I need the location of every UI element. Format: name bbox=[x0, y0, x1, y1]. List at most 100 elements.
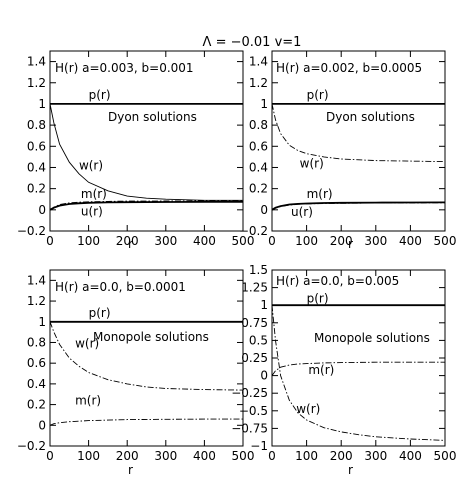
series-label-p-r: p(r) bbox=[89, 306, 111, 320]
y-tick-label: 0.4 bbox=[249, 160, 268, 174]
series-label-m-r: m(r) bbox=[308, 363, 334, 377]
series-line-m-r bbox=[49, 418, 243, 426]
figure-title: Λ = −0.01 v=1 bbox=[203, 35, 302, 50]
series-label-m-r: m(r) bbox=[307, 187, 333, 201]
y-tick-label: 0.6 bbox=[27, 139, 46, 153]
x-tick-label: 500 bbox=[232, 449, 255, 463]
x-tick-label: 0 bbox=[46, 234, 54, 248]
x-axis-label: r bbox=[348, 463, 353, 477]
x-tick-label: 300 bbox=[154, 234, 177, 248]
x-tick-label: 400 bbox=[399, 234, 422, 248]
x-tick-label: 500 bbox=[232, 234, 255, 248]
x-tick-labels: 0 100 200 300 400 500 bbox=[46, 449, 254, 463]
y-tick-label: −0.2 bbox=[17, 224, 46, 238]
y-tick-label: 0 bbox=[38, 203, 46, 217]
plot-frame bbox=[271, 50, 446, 232]
plot-frame bbox=[271, 269, 446, 447]
series-lines bbox=[271, 103, 446, 211]
plot-frame bbox=[49, 50, 244, 232]
y-tick-label: 0 bbox=[260, 203, 268, 217]
x-tick-label: 0 bbox=[268, 449, 276, 463]
y-tick-label: −0.25 bbox=[231, 386, 268, 400]
solution-label: Dyon solutions bbox=[108, 110, 197, 124]
panel-header: H(r) a=0.003, b=0.001 bbox=[55, 61, 194, 75]
panel-header: H(r) a=0.002, b=0.0005 bbox=[276, 61, 422, 75]
series-labels: p(r) w(r) m(r) u(r) bbox=[79, 88, 111, 218]
series-line-w-r bbox=[49, 103, 243, 201]
y-tick-labels: −0.2 0 0.2 0.4 0.6 0.8 1 1.2 1.4 bbox=[239, 55, 268, 238]
series-line-m-r bbox=[271, 361, 445, 376]
x-tick-label: 300 bbox=[154, 449, 177, 463]
y-tick-label: 1 bbox=[260, 97, 268, 111]
x-tick-labels: 0 100 200 300 400 500 bbox=[46, 234, 254, 248]
y-tick-label: 0.8 bbox=[27, 118, 46, 132]
y-tick-label: 1.2 bbox=[249, 76, 268, 90]
series-label-m-r: m(r) bbox=[75, 394, 101, 408]
y-tick-label: −1 bbox=[250, 439, 268, 453]
x-tick-label: 100 bbox=[77, 449, 100, 463]
y-tick-labels: −0.2 0 0.2 0.4 0.6 0.8 1 1.2 1.4 bbox=[17, 55, 46, 238]
series-label-w-r: w(r) bbox=[75, 337, 99, 351]
x-tick-label: 200 bbox=[116, 234, 139, 248]
solution-label: Monopole solutions bbox=[314, 331, 430, 345]
y-tick-label: 0.5 bbox=[249, 333, 268, 347]
y-tick-label: 0.4 bbox=[27, 160, 46, 174]
y-tick-label: 0.8 bbox=[27, 335, 46, 349]
x-tick-label: 100 bbox=[295, 449, 318, 463]
y-tick-labels: −0.2 0 0.2 0.4 0.6 0.8 1 1.2 1.4 bbox=[17, 273, 46, 453]
y-tick-label: 1 bbox=[260, 298, 268, 312]
x-tick-label: 400 bbox=[399, 449, 422, 463]
y-tick-label: 1.4 bbox=[249, 55, 268, 69]
chart-panel-3: −0.200.20.40.60.811.21.4 0 100 200 300 400 50… bbox=[17, 269, 254, 477]
y-tick-label: 0.6 bbox=[249, 139, 268, 153]
x-axis-label: r bbox=[128, 237, 133, 251]
series-labels: p(r) w(r) m(r) u(r) bbox=[291, 88, 333, 219]
y-tick-label: 0.8 bbox=[249, 118, 268, 132]
y-tick-label: 0.2 bbox=[249, 182, 268, 196]
tick-marks bbox=[49, 270, 244, 447]
panel-header: H(r) a=0.0, b=0.0001 bbox=[55, 280, 186, 294]
y-tick-label: −0.75 bbox=[231, 421, 268, 435]
y-tick-labels: −1 −0.75 −0.5 −0.25 0 0.25 0.5 0.75 1 1.25 1.5 bbox=[231, 263, 268, 453]
series-labels: p(r) m(r) w(r) bbox=[296, 291, 334, 416]
series-label-w-r: w(r) bbox=[296, 402, 320, 416]
y-tick-label: 1.2 bbox=[27, 294, 46, 308]
series-line-u-r bbox=[49, 200, 244, 211]
series-line-w-r bbox=[49, 321, 244, 391]
x-tick-labels: 0 100 200 300 400 500 bbox=[268, 234, 456, 248]
y-tick-label: −0.5 bbox=[239, 404, 268, 418]
series-lines bbox=[49, 320, 244, 426]
x-tick-label: 400 bbox=[193, 449, 216, 463]
y-tick-label: −0.2 bbox=[239, 224, 268, 238]
x-tick-label: 100 bbox=[77, 234, 100, 248]
y-tick-label: 1.25 bbox=[241, 281, 268, 295]
panel-header: H(r) a=0.0, b=0.005 bbox=[276, 274, 399, 288]
x-tick-label: 100 bbox=[295, 234, 318, 248]
solution-label: Dyon solutions bbox=[326, 110, 415, 124]
x-tick-label: 500 bbox=[434, 449, 457, 463]
series-label-w-r: w(r) bbox=[79, 159, 103, 173]
series-label-w-r: w(r) bbox=[300, 156, 324, 170]
x-axis-label: r bbox=[128, 463, 133, 477]
y-tick-label: 0.4 bbox=[27, 377, 46, 391]
y-tick-label: 1.5 bbox=[249, 263, 268, 277]
x-tick-label: 0 bbox=[268, 234, 276, 248]
series-lines bbox=[271, 304, 446, 441]
chart-panel-4: −1 −0.75 −0.5 −0.25 0 0.25 0.5 0.75 1 1.25 1.5 0 10… bbox=[231, 263, 456, 477]
series-lines bbox=[49, 103, 244, 211]
series-label-p-r: p(r) bbox=[307, 291, 329, 305]
x-tick-label: 400 bbox=[193, 234, 216, 248]
y-tick-label: 0.6 bbox=[27, 356, 46, 370]
chart-panel-1: −0.200.20.40.60.811.21.4 0 100 200 300 400 50… bbox=[17, 50, 254, 251]
series-line-w-r bbox=[271, 305, 446, 441]
tick-marks bbox=[271, 51, 446, 232]
x-tick-label: 200 bbox=[330, 449, 353, 463]
x-tick-label: 300 bbox=[364, 449, 387, 463]
y-tick-label: 0.25 bbox=[241, 351, 268, 365]
series-label-m-r: m(r) bbox=[81, 187, 107, 201]
series-line-m-r bbox=[49, 200, 244, 211]
x-tick-label: 200 bbox=[116, 449, 139, 463]
series-line-w-r bbox=[271, 103, 446, 163]
x-tick-label: 300 bbox=[364, 234, 387, 248]
